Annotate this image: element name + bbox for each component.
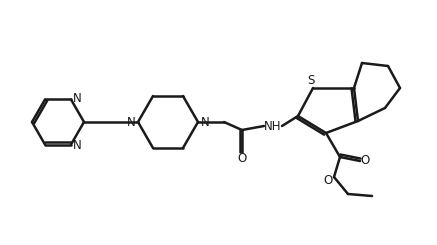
Text: N: N bbox=[73, 139, 81, 152]
Text: N: N bbox=[127, 115, 135, 128]
Text: N: N bbox=[73, 92, 81, 105]
Text: O: O bbox=[237, 152, 246, 166]
Text: N: N bbox=[201, 115, 209, 128]
Text: S: S bbox=[307, 74, 315, 86]
Text: O: O bbox=[323, 173, 333, 186]
Text: O: O bbox=[361, 155, 370, 168]
Text: NH: NH bbox=[264, 120, 282, 133]
